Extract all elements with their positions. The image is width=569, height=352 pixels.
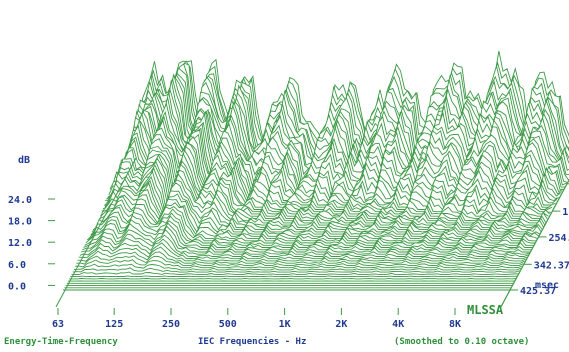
surface-slice [92,194,541,235]
surface-slice [77,250,525,264]
x-tick-label: 125 [105,319,123,330]
surface-slice [78,246,526,262]
surface-slice [73,263,521,271]
x-tick-label: 500 [219,319,237,330]
surface-slice [101,164,549,219]
x-tick-label: 1K [279,319,291,330]
surface-slice [94,189,542,233]
y-tick-label: 0.0 [8,281,26,292]
surface-slice [127,72,569,168]
surface-slice [125,75,569,170]
surface-slice [85,219,533,248]
x-tick-label: 250 [162,319,180,330]
y-tick-label: 24.0 [8,195,32,206]
surface-slice [76,255,524,266]
surface-slice [82,233,530,255]
time-edge-line [500,178,569,308]
surface-slice [128,67,569,164]
surface-slice [69,277,517,280]
y-axis-ticks: 24.0 18.0 12.0 6.0 0.0 [8,195,55,292]
y-tick-label: 6.0 [8,260,26,271]
x-tick-label: 8K [449,319,461,330]
surface-slice [72,267,520,273]
time-tick-label: 254.19 [549,233,569,244]
footer-left-label: Energy-Time-Frequency [4,336,118,347]
surface-slice [126,73,569,169]
y-tick-label: 12.0 [8,238,32,249]
time-tick-label: 342.37 [534,260,569,271]
x-axis-label: IEC Frequencies - Hz [198,336,306,347]
frequency-edge-line [55,157,137,308]
surface-slice-fill [96,180,544,228]
surface-slice [80,237,529,257]
surface-slice [95,181,543,231]
surface-slice [91,198,540,237]
time-tick-label: 425.37 [520,286,556,297]
y-axis-label: dB [18,155,30,166]
surface-slice [123,74,569,174]
surface-slice [99,170,547,224]
x-tick-label: 2K [335,319,347,330]
brand-label: MLSSA [467,303,504,317]
x-tick-label: 63 [52,319,64,330]
surface-slice [71,271,519,275]
surface-slice [89,207,537,242]
x-tick-label: 4K [392,319,404,330]
time-tick-label: 171.19 [562,207,569,218]
y-tick-label: 18.0 [8,217,32,228]
time-axis-label: msec [535,280,559,291]
surface-slice [70,275,518,278]
footer-right-label: (Smoothed to 0.10 octave) [394,337,529,347]
x-axis-ticks: 63 125 250 500 1K 2K 4K 8K [52,308,461,330]
waterfall-surface [55,50,569,308]
surface-slice [83,229,531,253]
surface-slice [122,78,569,178]
surface-slice [121,80,569,182]
surface-slice [75,259,523,269]
surface-slice [79,242,527,260]
surface-slice [88,211,536,244]
surface-slice [96,179,544,228]
surface-slice [120,89,568,184]
surface-slice [132,60,569,150]
surface-slice [97,176,546,226]
surface-slice [84,222,532,251]
